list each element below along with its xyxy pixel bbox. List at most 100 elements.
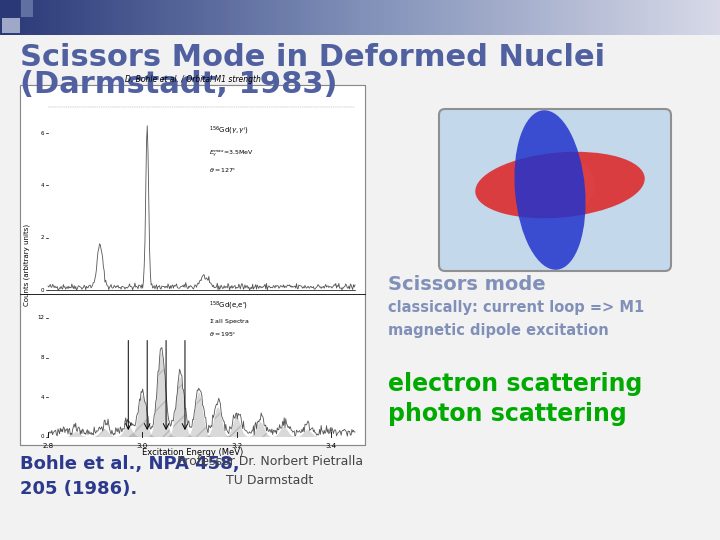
FancyBboxPatch shape (439, 109, 671, 271)
Text: Scissors mode: Scissors mode (388, 275, 546, 294)
Bar (623, 0, 626, 35)
Bar (274, 0, 277, 35)
Bar (540, 0, 544, 35)
Bar (432, 0, 436, 35)
Bar (698, 0, 702, 35)
Text: 0: 0 (40, 287, 44, 293)
Bar (47, 0, 50, 35)
Bar (302, 0, 306, 35)
Text: 0: 0 (40, 435, 44, 440)
Bar (176, 0, 180, 35)
Text: $E_\gamma^{max}$=3.5MeV: $E_\gamma^{max}$=3.5MeV (209, 147, 253, 159)
Bar (241, 0, 245, 35)
Text: 12: 12 (37, 315, 44, 320)
Bar (191, 0, 194, 35)
Bar (144, 0, 148, 35)
Bar (594, 0, 598, 35)
Bar (601, 0, 605, 35)
Bar (670, 0, 673, 35)
Bar (583, 0, 587, 35)
Bar (277, 0, 281, 35)
Bar (443, 0, 446, 35)
Bar (324, 0, 328, 35)
Bar (673, 0, 677, 35)
Bar (497, 0, 500, 35)
Bar (180, 0, 184, 35)
Bar (72, 0, 76, 35)
Bar (20, 85, 365, 445)
Bar (266, 0, 270, 35)
Bar (259, 0, 263, 35)
Bar (436, 0, 439, 35)
Bar (43, 0, 47, 35)
Bar (317, 0, 320, 35)
Bar (320, 0, 324, 35)
Bar (630, 0, 634, 35)
Bar (58, 0, 61, 35)
Bar (637, 0, 641, 35)
Bar (270, 0, 274, 35)
Text: Professor Dr. Norbert Pietralla
TU Darmstadt: Professor Dr. Norbert Pietralla TU Darms… (177, 455, 363, 487)
Bar (349, 0, 353, 35)
Bar (238, 0, 241, 35)
Bar (14, 0, 18, 35)
Bar (173, 0, 176, 35)
Bar (587, 0, 590, 35)
Bar (288, 0, 292, 35)
Bar (666, 0, 670, 35)
Bar (256, 0, 259, 35)
Text: 3.2: 3.2 (231, 443, 243, 449)
Bar (22, 0, 25, 35)
Bar (688, 0, 691, 35)
Bar (133, 0, 137, 35)
Bar (536, 0, 540, 35)
Bar (367, 0, 371, 35)
Ellipse shape (515, 110, 585, 270)
Text: $\Sigma$ all Spectra: $\Sigma$ all Spectra (209, 317, 249, 326)
Bar (230, 0, 234, 35)
Bar (428, 0, 432, 35)
Text: Counts (arbitrary units): Counts (arbitrary units) (24, 224, 30, 306)
Bar (122, 0, 126, 35)
Bar (248, 0, 252, 35)
Bar (50, 0, 54, 35)
Bar (295, 0, 299, 35)
Bar (414, 0, 418, 35)
Bar (263, 0, 266, 35)
Bar (158, 0, 162, 35)
Bar (378, 0, 382, 35)
Bar (605, 0, 608, 35)
Bar (86, 0, 90, 35)
Bar (331, 0, 335, 35)
Text: $\theta$ =127°: $\theta$ =127° (209, 166, 236, 174)
Bar (54, 0, 58, 35)
Bar (306, 0, 310, 35)
Bar (565, 0, 569, 35)
Bar (562, 0, 565, 35)
Bar (2, 18, 20, 33)
Bar (572, 0, 576, 35)
Bar (20, 85, 365, 445)
Bar (97, 0, 101, 35)
Bar (205, 0, 209, 35)
Bar (702, 0, 706, 35)
Text: magnetic dipole excitation: magnetic dipole excitation (388, 323, 608, 338)
Bar (616, 0, 619, 35)
Bar (76, 0, 79, 35)
Bar (691, 0, 695, 35)
Bar (112, 0, 115, 35)
Bar (328, 0, 331, 35)
Bar (508, 0, 511, 35)
Bar (558, 0, 562, 35)
Bar (0, 0, 4, 35)
Bar (382, 0, 385, 35)
Bar (169, 0, 173, 35)
Bar (389, 0, 392, 35)
Bar (130, 0, 133, 35)
Bar (500, 0, 504, 35)
Bar (439, 0, 443, 35)
Bar (482, 0, 486, 35)
Bar (479, 0, 482, 35)
Text: 8: 8 (40, 355, 44, 360)
Text: 2: 2 (40, 235, 44, 240)
